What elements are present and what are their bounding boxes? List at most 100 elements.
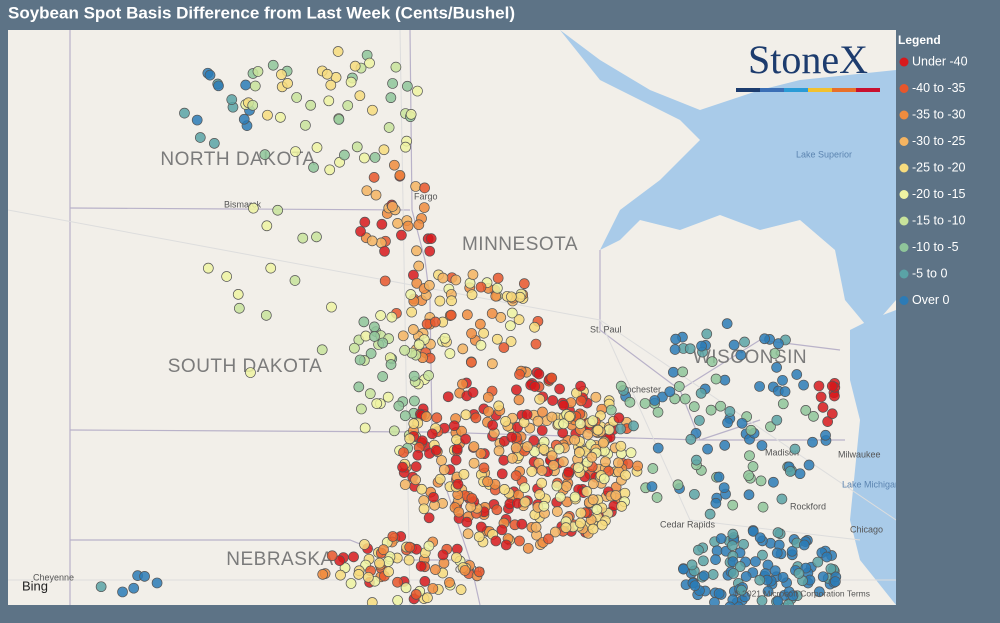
location-dot xyxy=(434,295,446,307)
location-dot xyxy=(368,171,380,183)
location-dot xyxy=(450,454,462,466)
location-dot xyxy=(421,411,432,422)
location-dot xyxy=(457,343,469,355)
location-dot xyxy=(551,480,563,492)
legend-label: -20 to -15 xyxy=(912,187,966,201)
location-dot xyxy=(317,569,329,580)
location-dot xyxy=(412,449,424,461)
location-dot xyxy=(518,278,530,290)
location-dot xyxy=(396,229,407,241)
location-dot xyxy=(392,595,404,605)
location-dot xyxy=(689,580,701,592)
location-dot xyxy=(467,269,479,280)
location-dot xyxy=(591,504,603,515)
location-dot xyxy=(400,141,411,153)
legend-swatch xyxy=(899,84,909,93)
location-dot xyxy=(226,94,238,105)
location-dot xyxy=(399,479,411,490)
location-dot xyxy=(202,262,214,274)
legend-label: -30 to -25 xyxy=(912,134,966,148)
location-dot xyxy=(247,99,259,111)
location-dot xyxy=(506,291,517,303)
location-dot xyxy=(388,159,400,171)
location-dot xyxy=(413,260,425,272)
location-dot xyxy=(522,542,534,554)
location-dot xyxy=(550,526,561,538)
location-dot xyxy=(473,531,485,543)
location-dot xyxy=(672,479,684,491)
state-label: MINNESOTA xyxy=(462,234,578,255)
location-dot xyxy=(684,343,696,355)
location-dot xyxy=(300,119,311,131)
location-dot xyxy=(586,451,598,463)
location-dot xyxy=(460,433,471,445)
location-dot xyxy=(521,441,533,453)
location-dot xyxy=(755,475,767,487)
location-dot xyxy=(470,412,482,424)
location-dot xyxy=(722,417,733,429)
location-dot xyxy=(505,320,516,332)
location-dot xyxy=(695,387,707,399)
location-dot xyxy=(812,556,824,568)
location-dot xyxy=(783,599,794,605)
location-dot xyxy=(289,275,301,286)
location-dot xyxy=(412,85,423,97)
location-dot xyxy=(711,545,723,557)
location-dot xyxy=(474,318,486,330)
location-dot xyxy=(422,592,433,604)
location-dot xyxy=(538,500,550,512)
location-dot xyxy=(369,321,380,333)
location-dot xyxy=(475,281,487,293)
location-dot xyxy=(558,418,569,430)
location-dot xyxy=(323,95,335,107)
location-dot xyxy=(191,114,203,126)
location-dot xyxy=(361,185,373,197)
location-dot xyxy=(639,398,651,409)
location-dot xyxy=(355,226,366,237)
location-dot xyxy=(569,434,580,446)
city-label: Chicago xyxy=(850,524,883,534)
location-dot xyxy=(694,415,705,426)
location-dot xyxy=(647,463,659,474)
location-dot xyxy=(575,395,587,407)
dots xyxy=(95,46,842,605)
location-dot xyxy=(564,411,575,422)
location-dot xyxy=(400,582,412,594)
location-dot xyxy=(418,202,430,213)
location-dot xyxy=(735,349,747,361)
legend-title: Legend xyxy=(898,33,941,47)
location-dot xyxy=(789,443,801,455)
location-dot xyxy=(446,295,457,307)
location-dot xyxy=(769,348,781,359)
location-dot xyxy=(553,443,565,455)
city-label: Rockford xyxy=(790,501,826,511)
location-dot xyxy=(430,444,442,456)
location-dot xyxy=(632,460,643,472)
location-dot xyxy=(452,478,464,490)
location-dot xyxy=(769,565,781,577)
location-dot xyxy=(536,477,548,489)
location-dot xyxy=(820,429,831,441)
location-dot xyxy=(475,521,487,533)
location-dot xyxy=(282,78,293,89)
location-dot xyxy=(628,420,639,432)
location-dot xyxy=(487,419,498,431)
location-dot xyxy=(194,132,206,143)
location-dot xyxy=(727,540,738,551)
location-dot xyxy=(724,601,735,605)
location-dot xyxy=(772,595,784,605)
location-dot xyxy=(736,417,748,429)
location-dot xyxy=(516,518,528,530)
location-dot xyxy=(438,464,450,476)
location-dot xyxy=(754,381,765,392)
location-dot xyxy=(425,233,437,244)
location-dot xyxy=(814,586,825,598)
legend-label: -15 to -10 xyxy=(912,213,966,227)
location-dot xyxy=(754,574,766,586)
location-dot xyxy=(430,564,441,575)
location-dot xyxy=(444,348,456,359)
location-dot xyxy=(532,415,544,427)
location-dot xyxy=(450,274,462,286)
location-dot xyxy=(378,144,390,156)
location-dot xyxy=(390,61,402,73)
